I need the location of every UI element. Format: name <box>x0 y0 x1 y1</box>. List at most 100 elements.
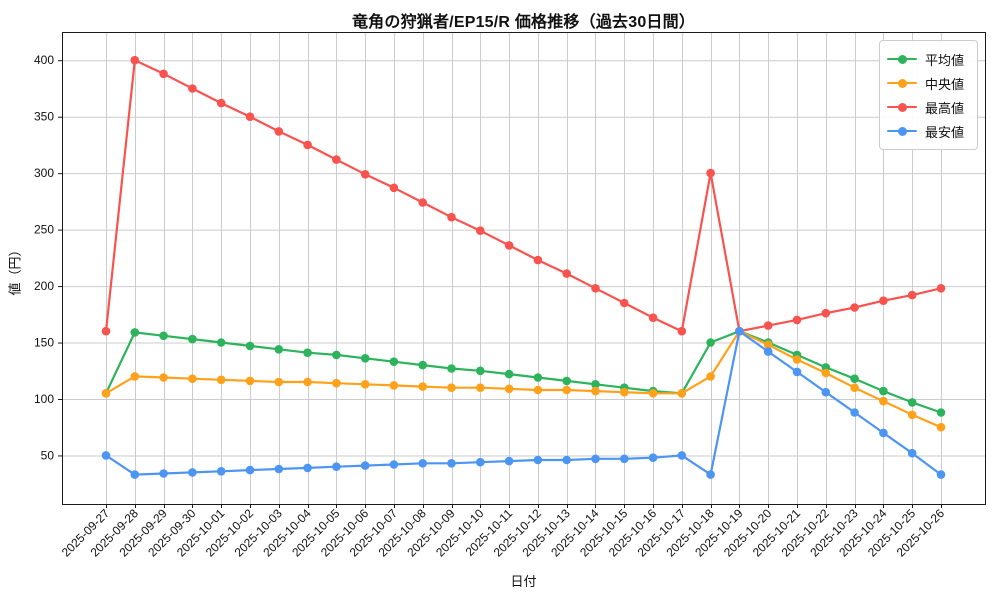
legend-label: 平均値 <box>925 52 965 68</box>
data-point <box>879 386 888 396</box>
data-point <box>706 372 715 381</box>
data-point <box>332 350 341 360</box>
data-point <box>274 377 284 387</box>
data-point <box>418 459 428 468</box>
legend-line-dot-icon <box>887 54 917 64</box>
series-line <box>104 59 943 333</box>
data-point <box>648 453 658 463</box>
data-point <box>476 226 485 235</box>
grid-lines <box>62 32 985 504</box>
data-point <box>360 380 370 389</box>
data-point <box>821 387 831 397</box>
tick-labels: 501001502002503003504002025-09-272025-09… <box>34 53 947 559</box>
data-point <box>620 387 629 397</box>
data-point <box>850 408 859 417</box>
data-point <box>879 428 888 438</box>
x-axis-label: 日付 <box>510 574 537 589</box>
y-tick-label: 100 <box>34 392 54 406</box>
data-point <box>648 313 658 323</box>
legend-item-1: 平均値 <box>887 47 969 71</box>
data-point <box>591 284 600 293</box>
data-point <box>476 383 485 393</box>
data-point <box>562 269 571 278</box>
tick-marks <box>58 60 942 508</box>
data-point <box>159 331 168 341</box>
y-tick-label: 400 <box>34 53 54 67</box>
data-point <box>389 183 399 193</box>
data-point <box>447 364 456 373</box>
data-point <box>476 366 485 376</box>
data-point <box>274 345 284 354</box>
data-point <box>303 377 312 387</box>
y-tick-label: 150 <box>34 336 54 350</box>
data-point <box>533 385 543 395</box>
data-point <box>274 464 284 474</box>
legend-line-dot-icon <box>887 78 917 88</box>
data-point <box>706 470 715 479</box>
y-tick-label: 200 <box>34 279 54 293</box>
data-point <box>504 456 514 466</box>
legend-line-dot-icon <box>887 126 917 136</box>
data-point <box>245 341 255 351</box>
data-point <box>216 98 226 108</box>
data-point <box>936 470 946 479</box>
legend-item-3: 最高値 <box>887 95 969 119</box>
chart-title: 竜角の狩猟者/EP15/R 価格推移（過去30日間） <box>351 14 696 31</box>
data-point <box>936 422 946 432</box>
data-point <box>101 389 111 398</box>
data-point <box>245 376 255 386</box>
series-line <box>104 330 943 414</box>
data-point <box>879 296 888 306</box>
data-point <box>562 385 571 395</box>
y-tick-label: 300 <box>34 166 54 180</box>
data-point <box>245 465 255 475</box>
data-point <box>763 321 773 330</box>
data-point <box>447 459 456 468</box>
data-point <box>850 383 859 393</box>
data-point <box>389 460 399 469</box>
data-point <box>850 303 859 312</box>
data-point <box>130 470 140 479</box>
data-point <box>562 455 571 465</box>
data-point <box>188 374 197 384</box>
data-point <box>130 328 140 337</box>
data-point <box>504 241 514 250</box>
data-point <box>159 469 168 478</box>
data-point <box>360 170 370 179</box>
series-4 <box>101 326 946 479</box>
data-point <box>274 127 284 136</box>
data-point <box>245 112 255 121</box>
legend-item-4: 最安値 <box>887 119 969 143</box>
data-point <box>504 369 514 379</box>
data-point <box>216 375 226 385</box>
y-tick-label: 250 <box>34 223 54 237</box>
y-tick-label: 350 <box>34 110 54 124</box>
data-point <box>562 376 571 386</box>
data-point <box>850 374 859 384</box>
data-point <box>159 373 168 382</box>
legend-item-2: 中央値 <box>887 71 969 95</box>
series-line <box>104 330 943 429</box>
data-point <box>706 338 715 347</box>
data-point <box>389 381 399 390</box>
data-point <box>907 410 917 420</box>
data-point <box>533 255 543 265</box>
data-point <box>735 326 744 336</box>
data-point <box>792 315 802 325</box>
data-point <box>677 451 687 460</box>
axes-border <box>62 32 986 505</box>
data-point <box>591 386 600 396</box>
data-point <box>159 69 168 79</box>
data-point <box>303 348 312 358</box>
data-point <box>130 372 140 381</box>
data-point <box>447 383 456 393</box>
data-point <box>188 334 197 344</box>
data-point <box>907 448 917 458</box>
data-point <box>936 408 946 417</box>
data-point <box>677 389 687 398</box>
data-point <box>360 461 370 470</box>
data-point <box>418 382 428 391</box>
data-point <box>216 338 226 347</box>
data-point <box>188 468 197 477</box>
data-point <box>418 198 428 207</box>
